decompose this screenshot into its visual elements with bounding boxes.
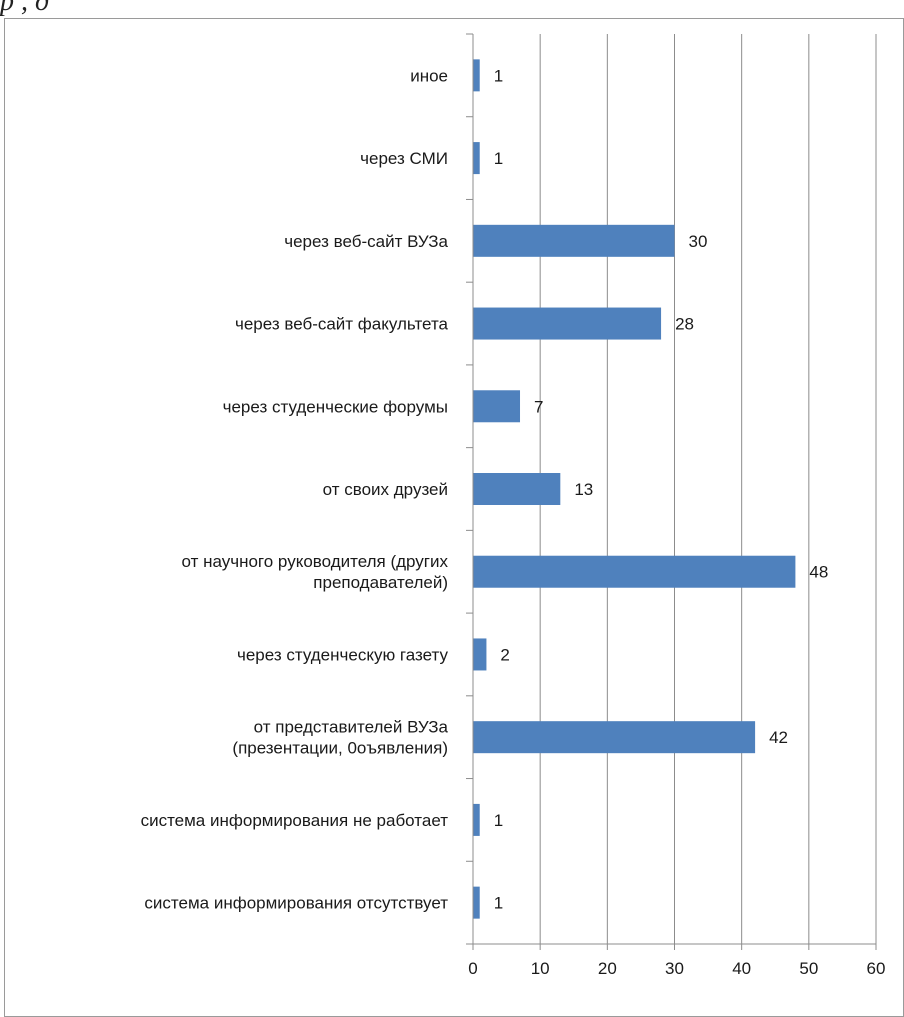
bar: [473, 390, 521, 423]
category-label: через СМИ: [360, 149, 448, 168]
bar: [473, 142, 480, 175]
value-label: 2: [500, 645, 509, 664]
category-label-line: через веб-сайт ВУЗа: [284, 232, 448, 251]
value-label: 7: [534, 397, 543, 416]
x-tick-label: 0: [468, 959, 477, 978]
bar: [473, 473, 561, 505]
bar: [473, 555, 796, 588]
bar: [473, 803, 480, 836]
value-label: 30: [689, 232, 708, 251]
value-label: 28: [675, 315, 694, 334]
category-label-line: от представителей ВУЗа: [254, 718, 449, 737]
bar: [473, 638, 487, 671]
category-label: система информирования отсутствует: [144, 894, 448, 913]
category-label: от своих друзей: [323, 480, 448, 499]
x-tick-label: 20: [598, 959, 617, 978]
value-label: 1: [494, 66, 503, 85]
x-tick-label: 40: [732, 959, 751, 978]
category-label-line: через веб-сайт факультета: [235, 315, 449, 334]
value-label: 13: [574, 480, 593, 499]
x-axis-ticks: 0 10 20 30 40 50 60: [466, 33, 886, 978]
category-label: через веб-сайт факультета: [235, 315, 449, 334]
category-label-line: от научного руководителя (других: [181, 552, 448, 571]
category-label-line: через студенческие форумы: [223, 397, 448, 416]
value-labels: 1 1 30 28 7 13 48 2 42 1 1: [494, 66, 829, 912]
bar: [473, 307, 662, 340]
category-labels: иное через СМИ через веб-сайт ВУЗа через ве…: [141, 66, 449, 912]
top-caption: р , д: [0, 0, 50, 16]
value-label: 1: [494, 811, 503, 830]
bar: [473, 59, 480, 92]
category-label-line: преподавателей): [313, 573, 448, 592]
x-tick-label: 50: [799, 959, 818, 978]
category-label-line: система информирования не работает: [141, 811, 449, 830]
x-tick-label: 10: [531, 959, 550, 978]
bar: [473, 224, 675, 257]
bar: [473, 721, 756, 754]
category-label: от научного руководителя (других преподав…: [181, 552, 448, 592]
category-label: от представителей ВУЗа (презентации, 0оъя…: [232, 718, 448, 758]
category-label-line: от своих друзей: [323, 480, 448, 499]
value-label: 42: [769, 728, 788, 747]
category-label-line: через СМИ: [360, 149, 448, 168]
value-label: 1: [494, 894, 503, 913]
category-label: через студенческие форумы: [223, 397, 448, 416]
bar: [473, 886, 480, 919]
value-label: 48: [809, 563, 828, 582]
category-label: система информирования не работает: [141, 811, 449, 830]
x-tick-label: 60: [867, 959, 886, 978]
x-tick-label: 30: [665, 959, 684, 978]
category-label-line: система информирования отсутствует: [144, 894, 448, 913]
category-label: иное: [410, 66, 448, 85]
category-label: через студенческую газету: [237, 645, 449, 664]
bars: [473, 59, 796, 919]
category-label: через веб-сайт ВУЗа: [284, 232, 448, 251]
category-label-line: (презентации, 0оъявления): [232, 739, 448, 758]
category-label-line: через студенческую газету: [237, 645, 449, 664]
category-label-line: иное: [410, 66, 448, 85]
value-label: 1: [494, 149, 503, 168]
